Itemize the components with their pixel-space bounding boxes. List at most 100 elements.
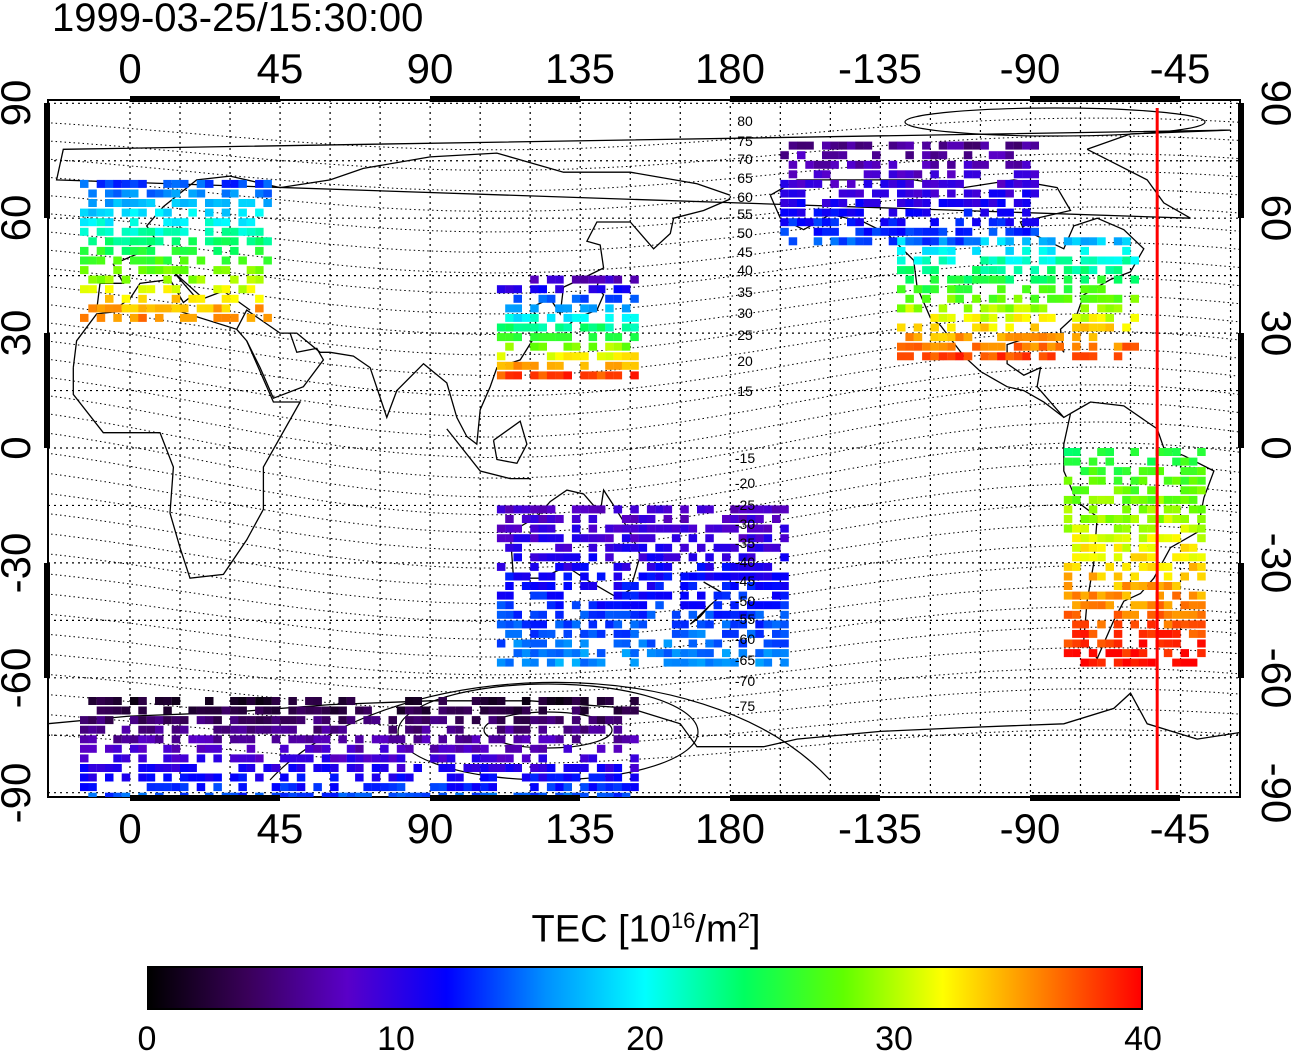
- tec-cell: [296, 764, 306, 772]
- tec-cell: [555, 658, 564, 667]
- tec-cell: [105, 792, 114, 797]
- tec-cell: [1097, 275, 1106, 284]
- tec-cell: [872, 160, 881, 169]
- tec-cell: [346, 754, 356, 763]
- tec-cell: [80, 744, 89, 753]
- tec-cell: [480, 792, 489, 797]
- tec-cell: [271, 764, 281, 772]
- tec-cell: [980, 266, 989, 275]
- tec-cell: [1113, 629, 1123, 638]
- tec-cell: [1047, 333, 1056, 342]
- tec-cell: [630, 352, 639, 361]
- tec-cell: [1113, 515, 1123, 523]
- tec-cell: [713, 543, 723, 552]
- tec-cell: [1072, 237, 1081, 246]
- tec-cell: [230, 773, 239, 782]
- tec-cell: [780, 601, 789, 610]
- tec-cell: [105, 285, 114, 294]
- tec-cell: [138, 754, 147, 763]
- tec-cell: [688, 658, 698, 667]
- tec-cell: [697, 505, 706, 514]
- tec-cell: [163, 764, 172, 772]
- tec-cell: [1105, 562, 1114, 571]
- tec-cell: [788, 218, 798, 227]
- tec-cell: [688, 639, 698, 648]
- tec-cell: [455, 792, 464, 797]
- tec-cell: [697, 562, 706, 571]
- tec-cell: [530, 783, 539, 792]
- tec-cell: [605, 371, 614, 380]
- tec-cell: [738, 553, 748, 562]
- tec-cell: [230, 294, 239, 303]
- tec-cell: [997, 237, 1006, 246]
- tec-cell: [513, 629, 522, 638]
- tec-cell: [205, 792, 214, 797]
- tec-cell: [722, 515, 731, 523]
- tec-cell: [963, 151, 973, 160]
- tec-cell: [997, 275, 1006, 284]
- tec-cell: [1080, 591, 1089, 600]
- tec-cell: [138, 294, 147, 303]
- tec-cell: [997, 151, 1006, 160]
- tec-cell: [905, 179, 914, 188]
- tec-cell: [155, 237, 164, 246]
- tec-cell: [930, 285, 939, 294]
- tec-cell: [997, 294, 1006, 303]
- tec-cell: [947, 160, 956, 169]
- tec-cell: [913, 333, 923, 342]
- tec-cell: [1163, 572, 1173, 581]
- tec-cell: [205, 735, 214, 744]
- tec-cell: [588, 534, 598, 543]
- tec-cell: [1105, 457, 1114, 466]
- tec-cell: [763, 649, 773, 658]
- frame-tick-bottom: [1030, 795, 1180, 801]
- tec-cell: [1130, 476, 1139, 485]
- tec-cell: [897, 342, 906, 351]
- tec-cell: [613, 352, 623, 361]
- tec-cell: [513, 735, 522, 744]
- tec-cell: [1088, 256, 1098, 265]
- tec-cell: [96, 716, 106, 725]
- tec-cell: [705, 572, 714, 581]
- tec-cell: [113, 792, 122, 797]
- tec-cell: [905, 141, 914, 150]
- tec-cell: [505, 505, 514, 514]
- tec-cell: [963, 275, 973, 284]
- tec-cell: [1022, 352, 1031, 361]
- tec-cell: [755, 505, 764, 514]
- tec-cell: [405, 744, 414, 753]
- tec-cell: [455, 706, 464, 715]
- tec-cell: [496, 562, 506, 571]
- tec-cell: [1197, 591, 1206, 600]
- tec-cell: [830, 218, 839, 227]
- tec-cell: [1013, 352, 1023, 361]
- tec-cell: [246, 237, 256, 246]
- tec-cell: [96, 179, 106, 188]
- tec-cell: [538, 515, 547, 523]
- tec-cell: [605, 620, 614, 629]
- tec-cell: [747, 534, 756, 543]
- tec-cell: [513, 744, 522, 753]
- tec-cell: [955, 352, 964, 361]
- tec-cell: [263, 706, 272, 715]
- tec-cell: [988, 323, 998, 332]
- tec-cell: [380, 744, 389, 753]
- tec-cell: [288, 697, 297, 705]
- tec-cell: [788, 141, 798, 150]
- tec-cell: [588, 285, 598, 294]
- tec-cell: [722, 572, 731, 581]
- tec-cell: [1188, 495, 1198, 504]
- tec-cell: [238, 706, 247, 715]
- tec-cell: [580, 294, 589, 303]
- contour-label: -50: [735, 593, 755, 609]
- tec-cell: [780, 505, 789, 514]
- tec-cell: [546, 582, 556, 590]
- tec-cell: [797, 199, 806, 207]
- tec-cell: [1080, 352, 1089, 361]
- tec-cell: [1130, 342, 1139, 351]
- tec-cell: [1155, 591, 1164, 600]
- tec-cell: [163, 179, 172, 188]
- tec-cell: [1097, 572, 1106, 581]
- tec-cell: [680, 649, 689, 658]
- tec-cell: [130, 744, 139, 753]
